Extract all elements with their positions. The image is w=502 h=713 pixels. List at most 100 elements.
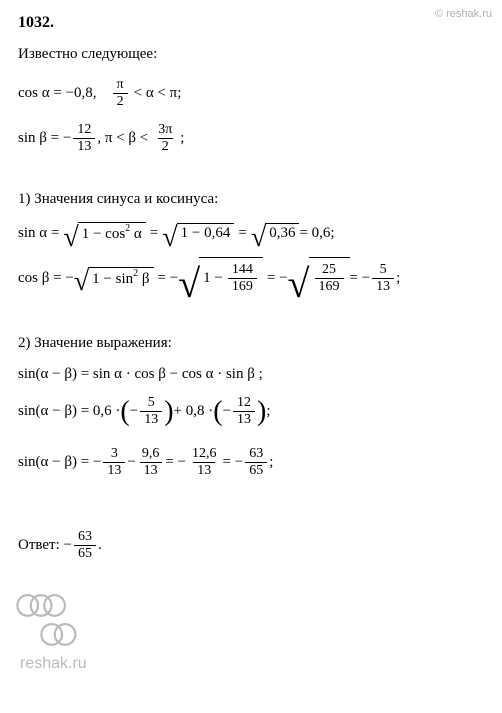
denominator: 169 bbox=[315, 278, 344, 295]
text: = − bbox=[350, 270, 371, 287]
given-label: Известно следующее: bbox=[18, 46, 484, 63]
frac-5-13: 5 13 bbox=[140, 395, 162, 428]
denominator: 169 bbox=[228, 278, 257, 295]
text: − bbox=[223, 403, 231, 420]
section-1-label: 1) Значения синуса и косинуса: bbox=[18, 191, 484, 208]
text: ; bbox=[266, 403, 270, 420]
section-2-label: 2) Значение выражения: bbox=[18, 335, 484, 352]
sqrt-sign: √ bbox=[63, 231, 78, 245]
attribution: © reshak.ru bbox=[435, 8, 492, 20]
frac-144-169: 144 169 bbox=[228, 262, 257, 295]
frac-3-13: 3 13 bbox=[103, 446, 125, 479]
problem-number: 1032. bbox=[18, 14, 484, 32]
text: − bbox=[130, 403, 138, 420]
text: sin(α − β) = 0,6 · bbox=[18, 403, 120, 420]
denominator: 13 bbox=[372, 278, 394, 295]
numerator: 3π bbox=[154, 122, 176, 138]
text: sin β = − bbox=[18, 130, 71, 147]
sqrt-body: 1 − cos2 α bbox=[78, 222, 146, 245]
text: + 0,8 · bbox=[174, 403, 214, 420]
frac-126-13: 12,6 13 bbox=[188, 446, 221, 479]
numerator: 63 bbox=[245, 446, 267, 462]
denominator: 13 bbox=[233, 411, 255, 428]
text: = − bbox=[165, 454, 186, 471]
frac-pi-2: π 2 bbox=[113, 77, 128, 110]
paren-open: ( bbox=[120, 398, 129, 426]
substitution-line: sin(α − β) = 0,6 · ( − 5 13 ) + 0,8 · ( … bbox=[18, 395, 484, 428]
sqrt-body: 1 − 144 169 bbox=[199, 257, 263, 299]
numerator: 5 bbox=[376, 262, 391, 278]
sin-alpha-calc: sin α = √ 1 − cos2 α = √ 1 − 0,64 = √ 0,… bbox=[18, 222, 484, 245]
text: = − bbox=[223, 454, 244, 471]
denominator: 13 bbox=[73, 138, 95, 155]
text: cos α = −0,8, bbox=[18, 85, 97, 102]
numerator: 63 bbox=[74, 529, 96, 545]
paren-open: ( bbox=[213, 398, 222, 426]
frac-12-13: 12 13 bbox=[73, 122, 95, 155]
watermark-rings-icon: ○○○ bbox=[12, 592, 87, 618]
frac-25-169: 25 169 bbox=[315, 262, 344, 295]
text: − bbox=[127, 454, 135, 471]
sqrt-body: 1 − 0,64 bbox=[177, 223, 235, 244]
watermark: ○○○ ○○ reshak.ru bbox=[12, 592, 87, 673]
sqrt: √ 25 169 bbox=[288, 257, 350, 299]
text: cos β = − bbox=[18, 270, 74, 287]
paren-close: ) bbox=[257, 398, 266, 426]
text: , π < β < bbox=[97, 130, 148, 147]
sqrt: √ 0,36 bbox=[251, 223, 300, 244]
sqrt-sign: √ bbox=[251, 231, 266, 245]
sqrt-body: 25 169 bbox=[309, 257, 350, 299]
frac-63-65: 63 65 bbox=[245, 446, 267, 479]
frac-5-13: 5 13 bbox=[372, 262, 394, 295]
sqrt-sign: √ bbox=[74, 275, 89, 289]
numerator: 144 bbox=[228, 262, 257, 278]
sqrt: √ 1 − cos2 α bbox=[63, 222, 145, 245]
sqrt-sign: √ bbox=[162, 231, 177, 245]
watermark-text: reshak.ru bbox=[20, 655, 87, 673]
numerator: 12,6 bbox=[188, 446, 221, 462]
denominator: 13 bbox=[193, 462, 215, 479]
result-line: sin(α − β) = − 3 13 − 9,6 13 = − 12,6 13… bbox=[18, 446, 484, 479]
numerator: π bbox=[113, 77, 128, 93]
denominator: 13 bbox=[103, 462, 125, 479]
equals: = bbox=[150, 225, 158, 242]
sqrt: √ 1 − 0,64 bbox=[162, 223, 234, 244]
text: = − bbox=[267, 270, 288, 287]
frac-63-65: 63 65 bbox=[74, 529, 96, 562]
text: = − bbox=[158, 270, 179, 287]
denominator: 2 bbox=[113, 93, 128, 110]
equals: = bbox=[238, 225, 246, 242]
given-cos-alpha: cos α = −0,8, π 2 < α < π; bbox=[18, 77, 484, 110]
numerator: 12 bbox=[233, 395, 255, 411]
frac-96-13: 9,6 13 bbox=[138, 446, 164, 479]
text: sin(α − β) = − bbox=[18, 454, 101, 471]
numerator: 25 bbox=[318, 262, 340, 278]
numerator: 5 bbox=[144, 395, 159, 411]
sqrt-sign: √ bbox=[178, 274, 200, 294]
text: < α < π; bbox=[134, 85, 182, 102]
answer-line: Ответ: − 63 65 . bbox=[18, 529, 484, 562]
text: sin α = bbox=[18, 225, 59, 242]
sqrt-body: 0,36 bbox=[265, 223, 299, 244]
frac-12-13: 12 13 bbox=[233, 395, 255, 428]
sqrt-body: 1 − sin2 β bbox=[88, 267, 153, 290]
text: ; bbox=[180, 130, 184, 147]
numerator: 3 bbox=[107, 446, 122, 462]
text: = 0,6; bbox=[299, 225, 334, 242]
answer-label: Ответ: − bbox=[18, 537, 72, 554]
text: ; bbox=[269, 454, 273, 471]
denominator: 65 bbox=[245, 462, 267, 479]
text: . bbox=[98, 537, 102, 554]
numerator: 9,6 bbox=[138, 446, 164, 462]
watermark-rings-icon: ○○ bbox=[36, 618, 87, 649]
sqrt: √ 1 − 144 169 bbox=[178, 257, 263, 299]
numerator: 12 bbox=[73, 122, 95, 138]
paren-close: ) bbox=[164, 398, 173, 426]
denominator: 13 bbox=[140, 462, 162, 479]
cos-beta-calc: cos β = − √ 1 − sin2 β = − √ 1 − 144 169… bbox=[18, 257, 484, 299]
denominator: 2 bbox=[158, 138, 173, 155]
formula-line: sin(α − β) = sin α · cos β − cos α · sin… bbox=[18, 366, 484, 383]
text: ; bbox=[396, 270, 400, 287]
given-sin-beta: sin β = − 12 13 , π < β < 3π 2 ; bbox=[18, 122, 484, 155]
denominator: 13 bbox=[140, 411, 162, 428]
